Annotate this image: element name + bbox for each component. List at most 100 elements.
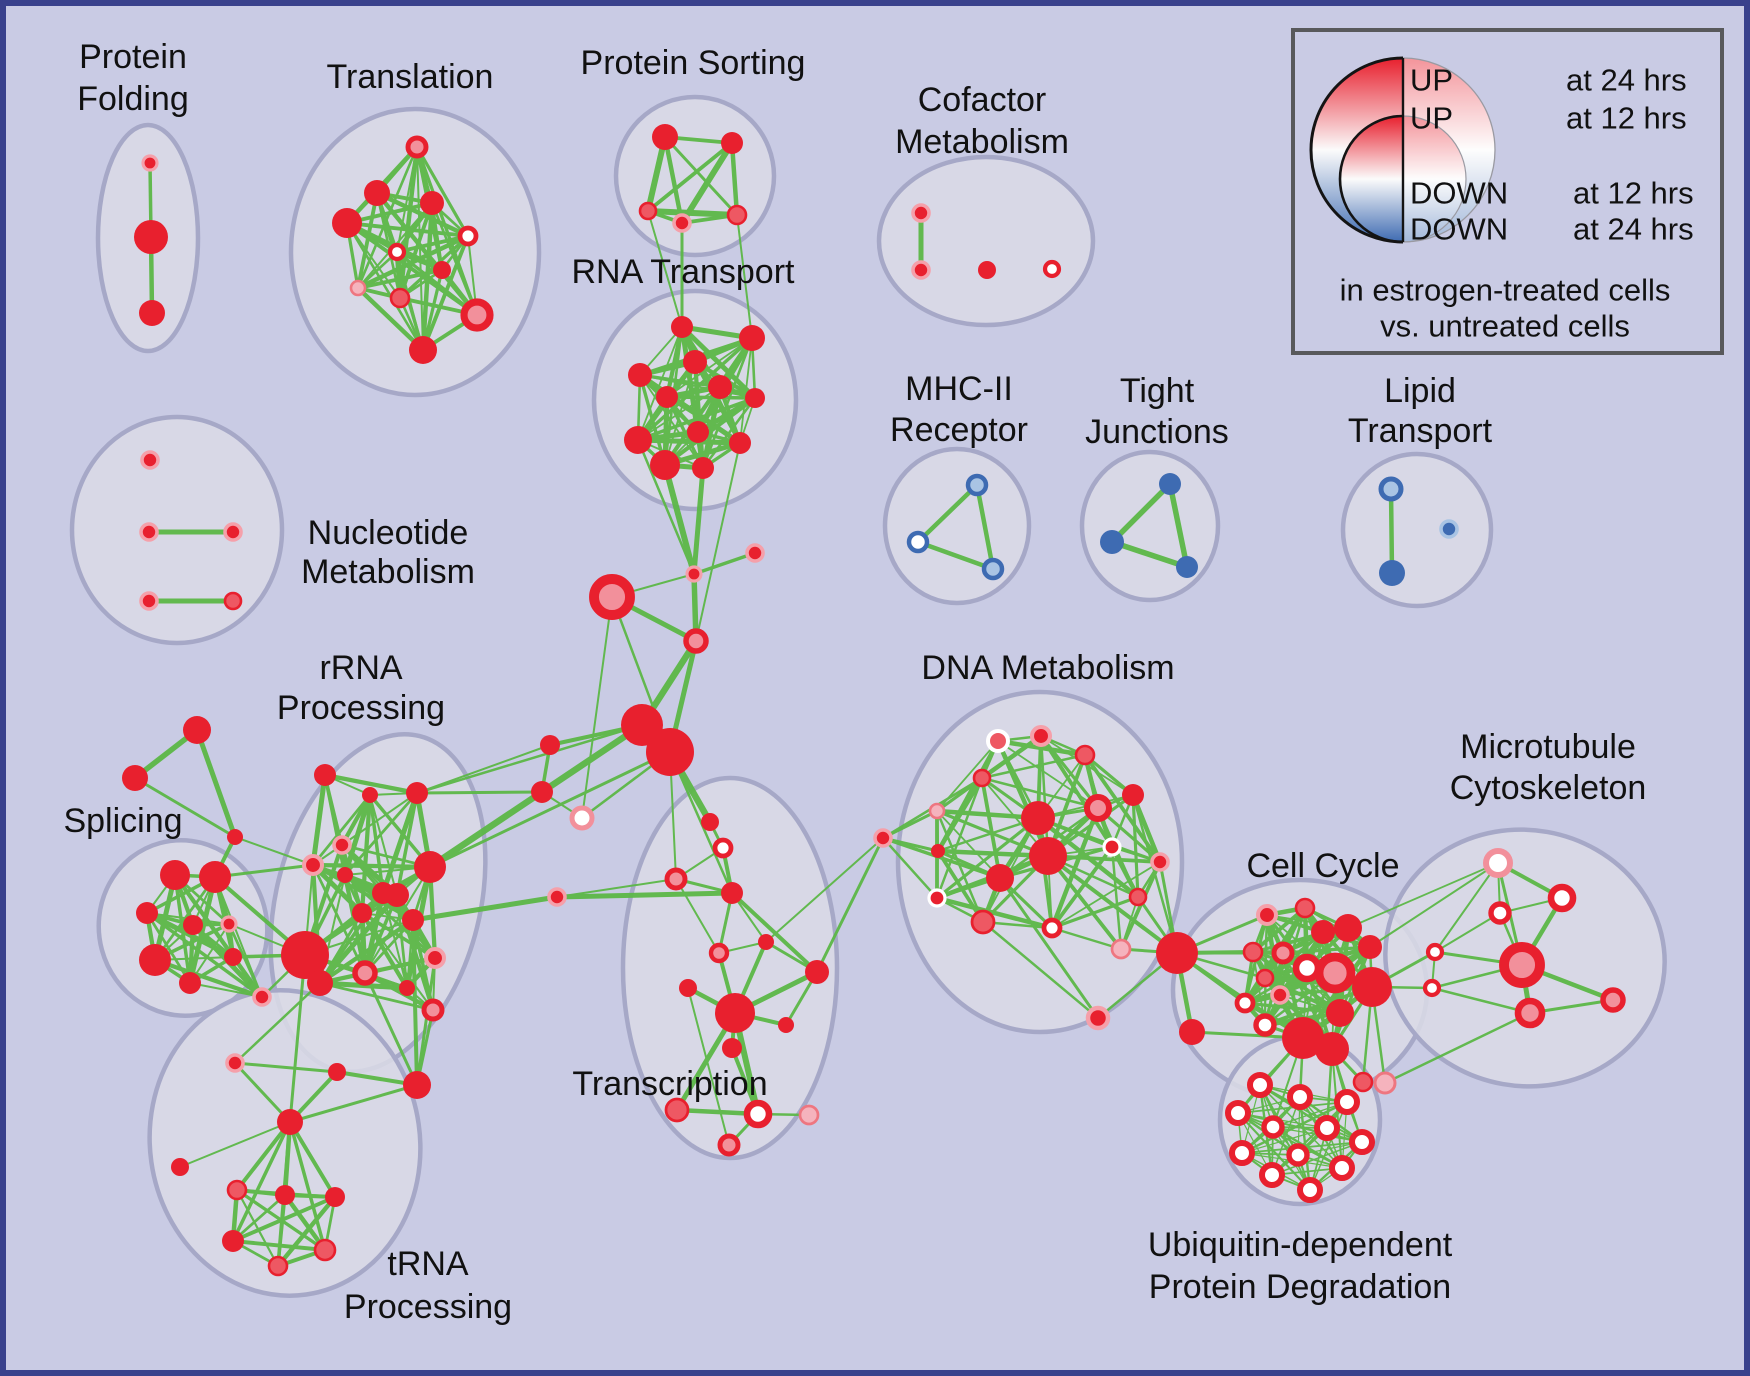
edge (581, 596, 613, 819)
gene-node-rt5 (708, 375, 732, 399)
edge (213, 863, 315, 879)
legend-direction-label-0: UP (1410, 63, 1453, 98)
gene-node-t3 (332, 208, 362, 238)
gene-node-tx11 (722, 1038, 742, 1058)
cluster-label-splicing: Splicing (63, 802, 182, 840)
cluster-label-transcription: Transcription (572, 1065, 767, 1103)
edge (410, 894, 560, 923)
web-edge (935, 776, 984, 900)
gene-node-tn0 (225, 1053, 245, 1073)
gene-node-tn8 (313, 1238, 337, 1262)
gene-node-ub5 (1314, 1115, 1340, 1141)
web-edge (430, 201, 479, 317)
edge (915, 539, 996, 572)
gene-node-rt7 (687, 421, 709, 443)
web-edge (1243, 1001, 1342, 1015)
gene-node-cn6 (540, 735, 560, 755)
cluster-label-rna-transport: RNA Transport (572, 253, 796, 291)
gene-node-nm1 (139, 522, 159, 542)
web-edge (421, 234, 470, 352)
cluster-label-nucleotide: Nucleotide (308, 514, 469, 552)
web-edge (679, 324, 758, 401)
edge (881, 836, 939, 900)
gene-node-cn1 (745, 543, 765, 563)
gene-node-cc6 (1271, 941, 1295, 965)
cluster-label-rrna-processing: rRNA (319, 649, 402, 687)
legend-outer-left-arc (1309, 56, 1404, 244)
cluster-ellipse-mhc-ii (882, 446, 1032, 606)
gene-node-dm1 (986, 729, 1010, 753)
gene-node-nm3 (139, 591, 159, 611)
legend-direction-label-2: DOWN (1410, 176, 1508, 211)
gene-node-st1 (122, 765, 148, 791)
gene-node-cn7 (531, 781, 553, 803)
edge (647, 210, 683, 328)
gene-node-rt6 (745, 388, 765, 408)
gene-node-tx15 (717, 1133, 741, 1157)
cluster-label-protein-folding: Protein (79, 38, 187, 76)
web-edge (235, 1188, 280, 1268)
cluster-label-protein-folding: Folding (77, 80, 189, 118)
gene-node-mt5 (1422, 978, 1442, 998)
web-edge (679, 140, 735, 226)
gene-node-rt11 (692, 457, 714, 479)
edge (1109, 539, 1190, 570)
web-edge (369, 794, 398, 896)
gene-node-mh0 (965, 473, 989, 497)
web-edge (935, 816, 1040, 900)
cluster-label-protein-sorting: Protein Sorting (581, 44, 806, 82)
gene-node-mt2 (1488, 901, 1512, 925)
gene-node-dm4 (972, 768, 992, 788)
gene-node-cc5 (1242, 941, 1264, 963)
legend-caption-line-0: in estrogen-treated cells (1340, 273, 1671, 308)
edge (1347, 862, 1499, 929)
edge (363, 971, 419, 1087)
gene-node-dm12 (1102, 837, 1122, 857)
gene-node-dm2 (1029, 724, 1053, 748)
gene-node-ub10 (1259, 1162, 1285, 1188)
gene-node-ps3 (672, 213, 692, 233)
gene-node-rt8 (624, 426, 652, 454)
gene-node-tx0 (701, 813, 719, 831)
gene-node-ub1 (1287, 1084, 1313, 1110)
web-edge (318, 891, 385, 985)
web-edge (187, 874, 218, 986)
gene-node-rr17 (372, 882, 394, 904)
gene-node-rt0 (671, 316, 693, 338)
web-edge (637, 326, 683, 441)
gene-node-rr12 (352, 960, 378, 986)
edge (288, 1120, 327, 1252)
web-edge (980, 776, 1100, 810)
web-edge (364, 866, 431, 974)
gene-node-mt0 (1483, 848, 1513, 878)
gene-node-rr8 (352, 903, 372, 923)
cluster-label-lipid-transport: Lipid (1384, 372, 1456, 410)
gene-node-t0 (405, 135, 429, 159)
web-edge (311, 863, 367, 975)
web-edge (1130, 792, 1163, 865)
gene-node-tn2 (277, 1109, 303, 1135)
gene-node-mt6 (1600, 987, 1626, 1013)
web-edge (935, 809, 985, 924)
gene-node-tn1 (328, 1063, 346, 1081)
gene-node-tx7 (679, 979, 697, 997)
gene-node-tx3 (547, 887, 567, 907)
web-edge (665, 395, 757, 400)
gene-node-sp1 (199, 861, 231, 893)
legend: UP at 24 hrs UP at 12 hrs DOWN at 12 hrs DOWN a… (1291, 28, 1724, 355)
cluster-label-lipid-transport: Transport (1348, 412, 1493, 450)
gene-node-ub0 (1247, 1072, 1273, 1098)
cluster-labels-layer: Protein Folding Translation Protein Sorting… (63, 38, 1646, 1326)
web-edge (355, 285, 426, 353)
gene-node-dm15 (927, 888, 947, 908)
web-edge (1251, 906, 1307, 954)
web-edge (635, 437, 743, 446)
gene-node-cc7 (1292, 953, 1322, 983)
gene-node-dm8 (1029, 837, 1067, 875)
gene-node-rr2 (406, 782, 428, 804)
gene-node-tx10 (778, 1017, 794, 1033)
web-edge (701, 396, 757, 470)
edge (194, 727, 238, 840)
